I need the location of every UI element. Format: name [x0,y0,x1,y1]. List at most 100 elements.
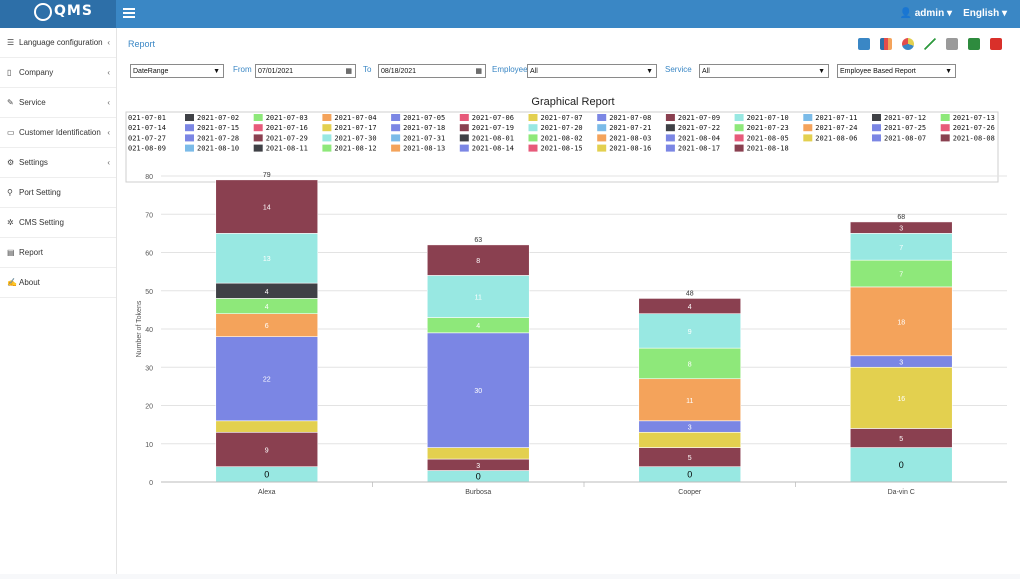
legend-label: 2021-07-03 [266,114,308,122]
legend-swatch [253,134,263,142]
excel-icon[interactable] [968,38,980,50]
legend-label: 2021-07-16 [266,124,308,132]
bar-chart-icon[interactable] [880,38,892,50]
bar-segment-label: 9 [688,329,692,336]
legend-swatch [528,124,538,132]
line-chart-icon[interactable] [924,38,936,50]
bar-segment-label: 4 [688,304,692,311]
legend-swatch [185,114,194,121]
y-tick-label: 70 [145,212,153,219]
bar-segment [849,366,953,429]
bar-segment [638,298,742,314]
y-axis-label: Number of Tokens [136,300,143,357]
sidebar-item-label: About [19,278,40,287]
legend-label: 2021-07-24 [815,124,857,132]
legend-label: 2021-07-12 [884,114,926,122]
legend-label: 2021-07-06 [472,114,514,122]
legend-swatch [391,134,401,142]
user-menu[interactable]: 👤 admin ▾ [900,8,952,19]
x-tick-label: Burbosa [465,489,491,496]
sidebar-item[interactable]: ▤ Report [0,238,116,268]
calendar-icon[interactable]: ▦ [475,68,482,75]
breadcrumb[interactable]: Report [128,39,156,49]
legend-label: 2021-08-05 [747,134,789,142]
legend-label: 2021-07-11 [815,114,857,122]
legend-label: 021-07-27 [128,134,166,142]
legend-label: 2021-08-16 [609,145,651,153]
bar-segment-label: 3 [899,226,903,233]
building-icon: ▯ [7,68,12,77]
legend-label: 2021-07-22 [678,124,720,132]
employee-select[interactable]: All ▼ [527,64,657,78]
legend-swatch [734,124,744,132]
legend-swatch [322,124,332,132]
to-date-input[interactable]: 08/18/2021 ▦ [378,64,486,78]
legend-swatch [185,134,194,142]
legend-swatch [940,124,950,132]
legend-swatch [253,124,263,132]
from-date-input[interactable]: 07/01/2021 ▦ [255,64,356,78]
legend-label: 2021-07-17 [334,124,376,132]
legend-label: 2021-07-23 [747,124,789,132]
language-menu[interactable]: English ▾ [963,8,1007,19]
bar-segment-label: 11 [475,294,482,301]
legend-label: 2021-07-08 [609,114,651,122]
wrench-icon: ✎ [7,98,14,107]
y-tick-label: 50 [145,289,153,296]
legend-label: 2021-07-09 [678,114,720,122]
sidebar-item[interactable]: ▯ Company ‹ [0,58,116,88]
bar-segment-label: 0 [264,469,269,479]
chevron-left-icon: ‹ [107,158,110,167]
sidebar-item[interactable]: ☰ Language configuration ‹ [0,28,116,58]
legend-label: 2021-07-21 [609,124,651,132]
report-type-value: Employee Based Report [840,68,916,75]
cog-icon: ✲ [7,218,14,227]
sidebar-item[interactable]: ▭ Customer Identification ‹ [0,118,116,148]
report-type-select[interactable]: Employee Based Report ▼ [837,64,956,78]
sidebar-item[interactable]: ⚙ Settings ‹ [0,148,116,178]
legend-swatch [803,114,813,121]
service-label: Service [665,65,692,74]
bar-segment [849,221,953,234]
service-select[interactable]: All ▼ [699,64,829,78]
bar-segment [849,233,953,261]
sidebar-item[interactable]: ⚲ Port Setting [0,178,116,208]
logo[interactable]: QMS [0,0,116,28]
service-value: All [702,68,710,75]
legend-swatch [253,114,263,121]
range-type-select[interactable]: DateRange ▼ [130,64,224,78]
bar-segment-label: 0 [687,469,692,479]
legend-label: 2021-07-19 [472,124,514,132]
pie-chart-icon[interactable] [902,38,914,50]
menu-toggle-icon[interactable] [123,8,135,18]
bar-segment-label: 3 [899,360,903,367]
bar-chart: Graphical Report 021-07-01 2021-07-02 2021-… [125,96,1007,496]
print-icon[interactable] [946,38,958,50]
bar-segment-label: 16 [897,396,905,403]
user-icon: 👤 [899,8,915,19]
edit-icon: ✍ [7,278,17,287]
grid-view-icon[interactable] [858,38,870,50]
legend-label: 2021-07-31 [403,134,445,142]
legend-label: 2021-08-12 [334,145,376,153]
db-icon: ☰ [7,38,15,47]
sidebar-item[interactable]: ✲ CMS Setting [0,208,116,238]
legend-label: 021-07-14 [128,124,166,132]
legend-swatch [459,144,469,152]
legend-swatch [528,144,538,152]
legend-label: 2021-08-13 [403,145,445,153]
chevron-left-icon: ‹ [107,38,110,47]
legend-label: 2021-08-14 [472,145,514,153]
x-tick-label: Da-vin C [888,489,915,496]
bar-segment-label: 7 [899,245,903,252]
sidebar-item[interactable]: ✎ Service ‹ [0,88,116,118]
bar-segment-label: 8 [476,258,480,265]
user-name: admin ▾ [914,8,952,19]
calendar-icon[interactable]: ▦ [345,68,352,75]
legend-swatch [597,114,607,121]
legend-swatch [528,114,538,121]
legend-swatch [391,124,401,132]
chevron-down-icon: ▼ [945,68,952,75]
pdf-icon[interactable] [990,38,1002,50]
sidebar-item[interactable]: ✍ About [0,268,116,298]
